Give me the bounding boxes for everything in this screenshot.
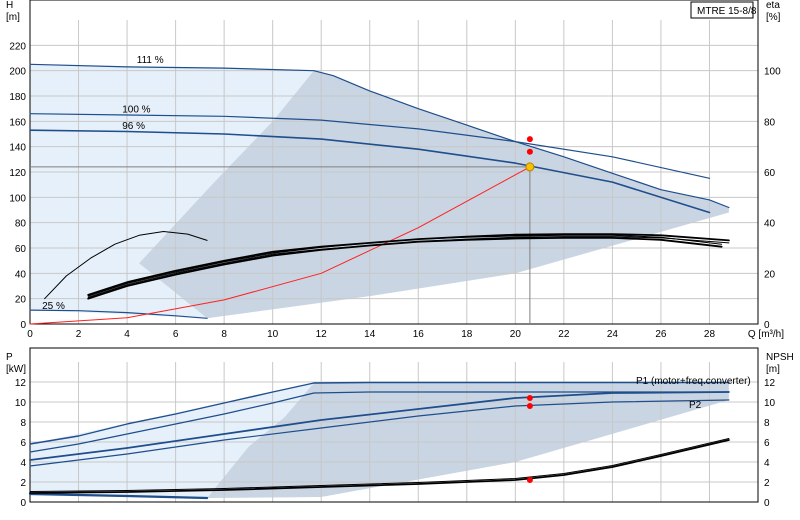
label-p1: P1 (motor+freq.converter) (636, 376, 751, 387)
p-tick-label: 4 (20, 458, 26, 469)
eta-bundle-line (87, 234, 723, 297)
curve-25- (29, 309, 208, 319)
power-curve-npsh (29, 439, 730, 494)
npsh-tick-label: 0 (764, 498, 770, 509)
curve-96- (29, 129, 711, 214)
y-left-tick-label: 140 (9, 143, 26, 154)
x-tick-label: 12 (316, 329, 328, 340)
y-left-axis-label: H (6, 0, 13, 11)
p-tick-label: 8 (20, 418, 26, 429)
y-left-tick-label: 100 (9, 193, 26, 204)
x-tick-label: 20 (510, 329, 522, 340)
curve-111- (29, 63, 730, 209)
y-right-tick-label: 40 (764, 219, 776, 230)
y-right-tick-label: 0 (764, 320, 770, 331)
title-box: MTRE 15-8/8 (690, 1, 757, 19)
gray-power-area (207, 382, 729, 498)
y-left-tick-label: 60 (15, 244, 27, 255)
eta-duty-marker (526, 148, 533, 155)
label-p2: P2 (689, 400, 702, 411)
chart-title: MTRE 15-8/8 (697, 6, 757, 17)
p-tick-label: 6 (20, 438, 26, 449)
x-tick-label: 8 (221, 329, 227, 340)
y-left-tick-label: 20 (15, 295, 27, 306)
npsh-tick-label: 8 (764, 418, 770, 429)
x-tick-label: 18 (461, 329, 473, 340)
y-left-tick-label: 160 (9, 117, 26, 128)
p-tick-label: 12 (15, 378, 27, 389)
power-curve-low-speed (28, 492, 209, 500)
power-curve-p1-100- (29, 391, 730, 461)
top-frame (29, 0, 759, 325)
power-curve-p2-96- (29, 399, 730, 467)
label-111: 111 % (137, 55, 164, 66)
x-tick-label: 16 (413, 329, 425, 340)
y-right-tick-label: 60 (764, 168, 776, 179)
curve-100- (29, 113, 711, 179)
p-tick-label: 0 (20, 498, 26, 509)
y-left-tick-label: 120 (9, 168, 26, 179)
x-tick-label: 2 (76, 329, 82, 340)
y-right-tick-label: 80 (764, 117, 776, 128)
label-100: 100 % (122, 104, 150, 115)
bottom-panel: 0 2 4 6 8 10 12 0 2 4 6 8 10 12 P[kW] NPSH[m] P1 (motor+… (6, 347, 794, 509)
y-left-tick-label: 0 (20, 320, 26, 331)
npsh-tick-label: 4 (764, 458, 770, 469)
y-right-axis-label: eta (766, 0, 780, 11)
p-tick-label: 10 (15, 398, 27, 409)
x-tick-label: 28 (704, 329, 716, 340)
bottom-frame (29, 347, 759, 503)
npsh-axis-label: NPSH (766, 352, 794, 363)
gray-operating-area (139, 70, 729, 319)
y-left-tick-label: 200 (9, 67, 26, 78)
x-tick-label: 4 (124, 329, 130, 340)
power-duty-marker (526, 477, 533, 483)
x-tick-label: 26 (655, 329, 667, 340)
p-tick-label: 2 (20, 478, 26, 489)
y-right-tick-label: 100 (764, 67, 781, 78)
x-tick-label: 6 (173, 329, 179, 340)
curve-eta-3 (44, 231, 208, 300)
label-25: 25 % (42, 301, 65, 312)
y-right-axis-unit: [%] (766, 12, 781, 23)
power-curve-p2 (29, 391, 730, 453)
light-operating-area (30, 64, 314, 319)
npsh-axis-unit: [m] (766, 364, 780, 375)
y-right-tick-label: 20 (764, 269, 776, 280)
eta-bundle-line (87, 236, 730, 298)
curve-system (29, 166, 531, 325)
x-axis-label: Q [m³/h] (748, 329, 784, 340)
top-panel: 0 2 4 6 8 10 12 14 16 18 20 22 24 26 28020406080100120… (6, 0, 784, 340)
duty-point-marker (525, 162, 535, 172)
y-left-tick-label: 220 (9, 41, 26, 52)
npsh-bundle-line (29, 438, 730, 492)
y-left-axis-unit: [m] (6, 12, 20, 23)
p-axis-unit: [kW] (6, 364, 26, 375)
x-tick-label: 24 (607, 329, 619, 340)
x-tick-label: 22 (558, 329, 570, 340)
y-left-tick-label: 180 (9, 92, 26, 103)
npsh-tick-label: 12 (764, 378, 776, 389)
npsh-tick-label: 10 (764, 398, 776, 409)
eta-duty-marker (526, 136, 533, 143)
x-tick-label: 10 (267, 329, 279, 340)
npsh-tick-label: 6 (764, 438, 770, 449)
p-axis-label: P (6, 352, 13, 363)
label-96: 96 % (122, 121, 145, 132)
y-left-tick-label: 40 (15, 269, 27, 280)
x-tick-label: 0 (27, 329, 33, 340)
power-duty-marker (526, 395, 533, 401)
x-tick-label: 14 (364, 329, 376, 340)
y-left-tick-label: 80 (15, 219, 27, 230)
npsh-tick-label: 2 (764, 478, 770, 489)
power-duty-marker (526, 403, 533, 409)
power-curve-p1-motor-freq-converter- (29, 381, 730, 445)
